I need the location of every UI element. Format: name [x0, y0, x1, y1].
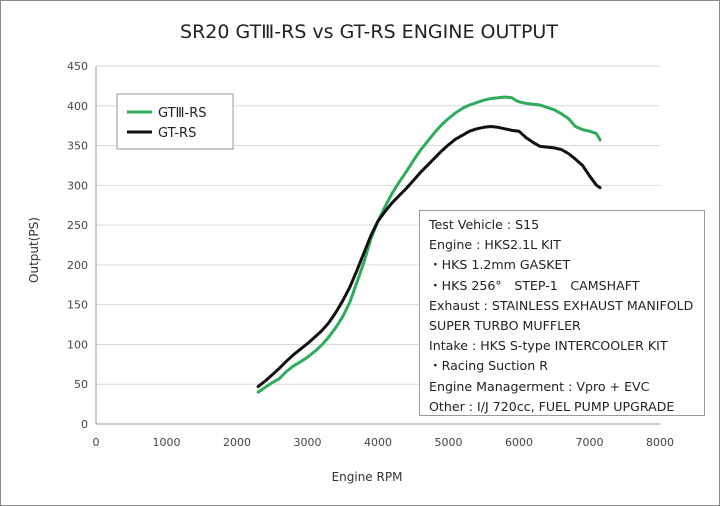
- x-tick-label: 0: [93, 436, 100, 449]
- x-tick-label: 3000: [294, 436, 322, 449]
- x-tick-label: 4000: [364, 436, 392, 449]
- note-line: ・Racing Suction R: [429, 358, 548, 374]
- note-line: ・HKS 256° STEP-1 CAMSHAFT: [429, 277, 640, 293]
- legend-box: [116, 93, 234, 150]
- y-tick-label: 450: [67, 60, 88, 73]
- note-line: ・HKS 1.2mm GASKET: [429, 257, 571, 273]
- chart-title: SR20 GTⅢ-RS vs GT-RS ENGINE OUTPUT: [180, 21, 558, 43]
- y-tick-label: 50: [74, 378, 88, 391]
- legend: GTⅢ-RS GT-RS: [116, 93, 234, 150]
- note-line: Engine Managerment : Vpro + EVC: [429, 378, 650, 394]
- x-tick-label: 8000: [646, 436, 674, 449]
- y-axis-label: Output(PS): [27, 217, 41, 283]
- series-line-gt-rs: [256, 125, 602, 389]
- legend-label-gt-rs: GT-RS: [158, 126, 196, 141]
- y-tick-label: 400: [67, 100, 88, 113]
- y-tick-label: 200: [67, 259, 88, 272]
- x-tick-label: 7000: [576, 436, 604, 449]
- note-line: SUPER TURBO MUFFLER: [429, 318, 581, 334]
- note-line: Intake : HKS S-type INTERCOOLER KIT: [429, 338, 668, 354]
- note-line: Other : I/J 720cc, FUEL PUMP UPGRADE: [429, 398, 675, 414]
- y-tick-label: 0: [81, 418, 88, 431]
- y-tick-label: 300: [67, 179, 88, 192]
- y-tick-label: 100: [67, 338, 88, 351]
- note-line: Test Vehicle : S15: [429, 217, 540, 232]
- x-tick-label: 1000: [153, 436, 181, 449]
- x-tick-label: 2000: [223, 436, 251, 449]
- series-line-gtiii-rs: [256, 95, 602, 394]
- spec-notes-box: Test Vehicle : S15 Engine : HKS2.1L KIT …: [419, 210, 705, 416]
- tick-labels: 0 50 100 150 200 250 300 350 400 450 0 1000 2000 3000…: [67, 60, 674, 449]
- note-line: Exhaust : STAINLESS EXHAUST MANIFOLD: [429, 297, 694, 313]
- legend-label-gtiii-rs: GTⅢ-RS: [158, 106, 207, 121]
- y-tick-label: 350: [67, 140, 88, 153]
- x-tick-label: 5000: [435, 436, 463, 449]
- y-tick-label: 150: [67, 299, 88, 312]
- note-line: Engine : HKS2.1L KIT: [429, 237, 561, 253]
- y-tick-label: 250: [67, 219, 88, 232]
- x-tick-label: 6000: [505, 436, 533, 449]
- x-axis-label: Engine RPM: [332, 470, 403, 484]
- axes: [95, 66, 660, 425]
- series-lines: [256, 95, 602, 394]
